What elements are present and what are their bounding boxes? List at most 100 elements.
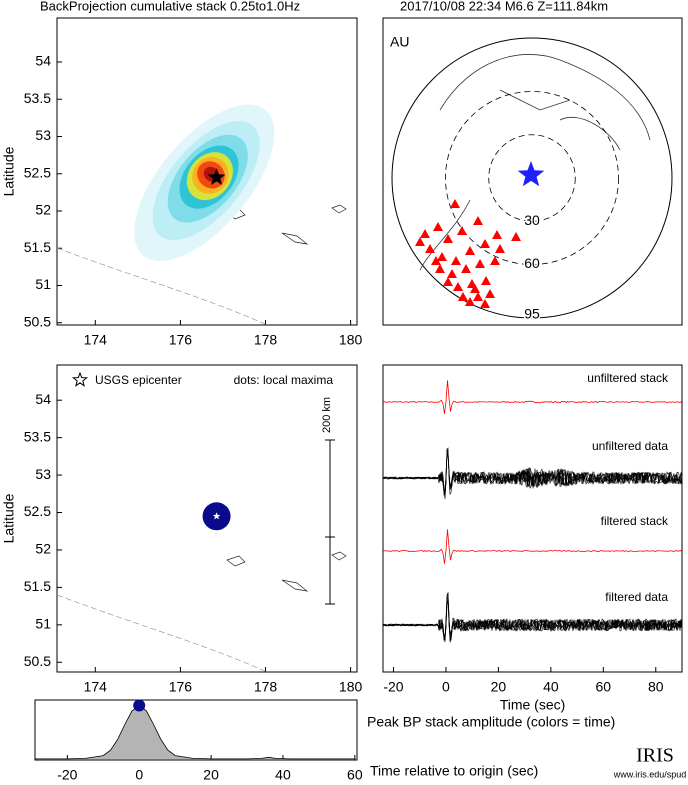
panel-title: Peak BP stack amplitude (colors = time) bbox=[367, 714, 615, 730]
station bbox=[461, 264, 471, 273]
y-tick-label: 52 bbox=[35, 541, 51, 557]
trench bbox=[56, 594, 268, 673]
x-tick-label: 40 bbox=[543, 679, 559, 695]
station bbox=[447, 269, 457, 278]
y-axis-label: Latitude bbox=[1, 493, 17, 543]
y-tick-label: 54 bbox=[35, 53, 51, 69]
peak-marker bbox=[133, 699, 146, 712]
y-tick-label: 50.5 bbox=[24, 313, 51, 329]
trench bbox=[56, 247, 268, 326]
y-tick-label: 51.5 bbox=[24, 239, 51, 255]
station bbox=[470, 284, 480, 293]
panel-frame bbox=[382, 17, 683, 326]
y-tick-label: 52.5 bbox=[24, 503, 51, 519]
x-tick-label: 174 bbox=[84, 679, 108, 695]
trace-label: unfiltered data bbox=[592, 439, 668, 453]
y-tick-label: 53.5 bbox=[24, 428, 51, 444]
station bbox=[480, 239, 490, 248]
x-tick-label: 20 bbox=[203, 767, 219, 783]
logo-url: www.iris.edu/spud bbox=[613, 769, 687, 779]
x-tick-label: 60 bbox=[596, 679, 612, 695]
figure-title: BackProjection cumulative stack 0.25to1.… bbox=[40, 0, 300, 13]
distance-ring bbox=[445, 91, 619, 265]
legend-entry: USGS epicenter bbox=[95, 373, 182, 387]
station bbox=[465, 297, 475, 306]
x-tick-label: 0 bbox=[442, 679, 450, 695]
legend-star bbox=[71, 371, 89, 387]
station bbox=[480, 299, 490, 308]
panel-frame bbox=[56, 17, 358, 326]
trace-waveform bbox=[382, 452, 683, 493]
trace-waveform bbox=[382, 454, 683, 493]
station bbox=[457, 226, 467, 235]
station bbox=[485, 289, 495, 298]
trace-waveform bbox=[382, 447, 683, 496]
station bbox=[481, 276, 491, 285]
station bbox=[458, 292, 468, 301]
ring-label: 95 bbox=[524, 306, 540, 322]
station bbox=[453, 282, 463, 291]
station bbox=[425, 244, 435, 253]
x-tick-label: 0 bbox=[135, 767, 143, 783]
y-tick-label: 54 bbox=[35, 391, 51, 407]
distance-ring bbox=[488, 134, 576, 222]
station bbox=[431, 256, 441, 265]
x-tick-label: -20 bbox=[383, 679, 403, 695]
panel-frame bbox=[382, 364, 683, 673]
station bbox=[490, 256, 500, 265]
amplitude-area bbox=[34, 705, 356, 761]
scale-label: 200 km bbox=[321, 397, 333, 433]
ring-label: 60 bbox=[524, 255, 540, 271]
trace-waveform bbox=[382, 598, 683, 641]
station bbox=[495, 244, 505, 253]
coastline bbox=[226, 204, 347, 245]
y-axis-label: Latitude bbox=[1, 146, 17, 196]
station bbox=[415, 237, 425, 246]
y-tick-label: 52.5 bbox=[24, 164, 51, 180]
trace-waveform bbox=[382, 529, 682, 564]
station bbox=[475, 259, 485, 268]
panel-frame bbox=[56, 364, 358, 673]
continents bbox=[419, 54, 651, 271]
station bbox=[473, 292, 483, 301]
x-tick-label: 178 bbox=[254, 332, 278, 348]
station bbox=[435, 264, 445, 273]
station bbox=[451, 256, 461, 265]
globe-outline bbox=[391, 37, 673, 319]
station bbox=[473, 216, 483, 225]
station bbox=[465, 246, 475, 255]
trace-waveform bbox=[382, 591, 683, 641]
x-tick-label: 176 bbox=[169, 332, 193, 348]
x-tick-label: 178 bbox=[254, 679, 278, 695]
panel-frame bbox=[34, 699, 358, 761]
trace-waveform bbox=[382, 449, 683, 497]
x-tick-label: -20 bbox=[57, 767, 77, 783]
trace-waveform bbox=[382, 601, 683, 643]
x-tick-label: 180 bbox=[339, 332, 363, 348]
globe-label: AU bbox=[390, 34, 409, 50]
station bbox=[450, 199, 460, 208]
trace-waveform bbox=[382, 596, 683, 641]
x-tick-label: 40 bbox=[275, 767, 291, 783]
y-tick-label: 53.5 bbox=[24, 90, 51, 106]
ring-label: 30 bbox=[524, 212, 540, 228]
y-tick-label: 51 bbox=[35, 616, 51, 632]
x-axis-label: Time relative to origin (sec) bbox=[370, 763, 538, 779]
y-tick-label: 53 bbox=[35, 127, 51, 143]
legend-entry: dots: local maxima bbox=[234, 373, 334, 387]
x-tick-label: 80 bbox=[648, 679, 664, 695]
station bbox=[437, 252, 447, 261]
epicenter bbox=[212, 512, 221, 520]
station bbox=[420, 229, 430, 238]
station bbox=[511, 232, 521, 241]
station bbox=[443, 277, 453, 286]
logo: IRIS bbox=[636, 745, 674, 767]
y-tick-label: 51.5 bbox=[24, 578, 51, 594]
station bbox=[443, 234, 453, 243]
coastline bbox=[226, 551, 347, 592]
epicenter bbox=[517, 161, 545, 187]
trace-waveform bbox=[382, 380, 682, 415]
y-tick-label: 53 bbox=[35, 466, 51, 482]
x-tick-label: 180 bbox=[339, 679, 363, 695]
